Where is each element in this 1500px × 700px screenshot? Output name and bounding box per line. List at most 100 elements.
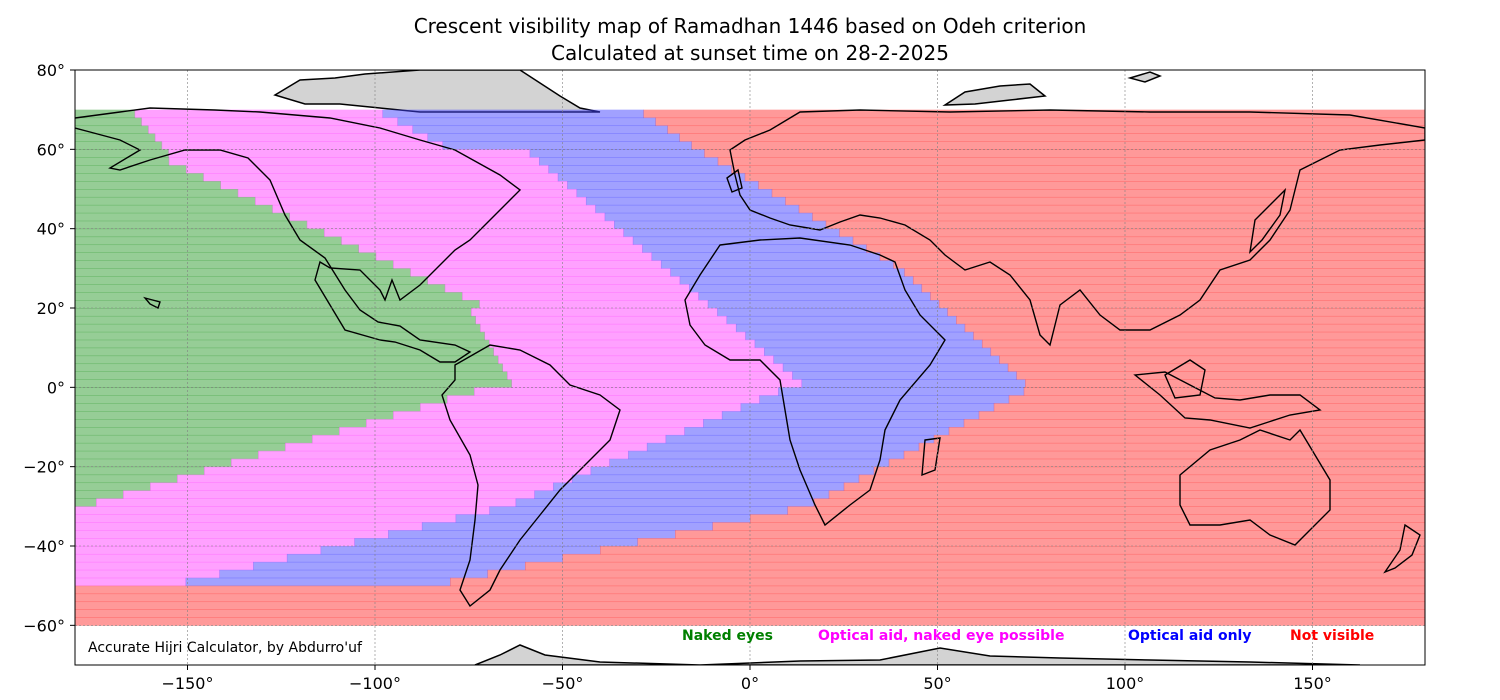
zone-not-visible — [712, 522, 1425, 531]
zone-naked-eyes — [75, 427, 340, 436]
zone-naked-eyes — [75, 339, 490, 349]
legend-optical-aid-only: Optical aid only — [1128, 628, 1251, 644]
zone-not-visible — [643, 109, 1425, 119]
zone-optical-aid-only — [792, 371, 1017, 380]
zone-naked-eyes — [75, 450, 259, 460]
zone-optical-aid-naked-eye-possible — [272, 204, 596, 214]
zone-naked-eyes — [75, 260, 394, 269]
new-zealand-outline — [1383, 523, 1421, 574]
zone-not-visible — [655, 117, 1425, 127]
zone-naked-eyes — [75, 474, 178, 484]
zone-optical-aid-only — [689, 284, 923, 293]
zone-naked-eyes — [75, 204, 273, 214]
zone-optical-aid-naked-eye-possible — [393, 411, 723, 420]
zone-not-visible — [888, 458, 1425, 468]
zone-not-visible — [75, 601, 1425, 610]
zone-not-visible — [956, 315, 1425, 325]
zone-naked-eyes — [75, 284, 446, 293]
zone-optical-aid-only — [557, 173, 746, 182]
zone-optical-aid-only — [382, 109, 644, 119]
zone-not-visible — [947, 308, 1425, 317]
zone-not-visible — [978, 411, 1425, 420]
zone-not-visible — [691, 141, 1425, 150]
zone-optical-aid-only — [253, 561, 526, 571]
zone-optical-aid-only — [421, 522, 713, 531]
y-tick-label: 80° — [37, 61, 65, 80]
y-tick-label: −40° — [23, 537, 65, 556]
zone-naked-eyes — [75, 276, 428, 285]
south-america-outline — [441, 344, 621, 608]
zone-optical-aid-naked-eye-possible — [237, 189, 578, 198]
zone-optical-aid-naked-eye-possible — [255, 196, 587, 206]
zone-optical-aid-naked-eye-possible — [75, 561, 254, 571]
zone-not-visible — [758, 181, 1425, 190]
zone-not-visible — [866, 244, 1425, 253]
zone-not-visible — [75, 593, 1425, 603]
zone-not-visible — [75, 617, 1425, 626]
zone-optical-aid-only — [754, 339, 983, 349]
zone-naked-eyes — [75, 498, 97, 507]
zone-not-visible — [933, 434, 1425, 444]
zone-optical-aid-naked-eye-possible — [220, 181, 568, 190]
zone-not-visible — [1016, 371, 1425, 380]
zone-optical-aid-naked-eye-possible — [204, 466, 592, 476]
zone-naked-eyes — [75, 331, 485, 341]
zone-optical-aid-only — [571, 474, 860, 484]
zone-not-visible — [873, 466, 1425, 476]
zone-optical-aid-only — [642, 244, 867, 253]
zone-naked-eyes — [75, 347, 494, 357]
zone-optical-aid-only — [665, 434, 935, 444]
zone-optical-aid-only — [553, 482, 845, 491]
zone-naked-eyes — [75, 387, 475, 396]
zone-naked-eyes — [75, 181, 221, 190]
zone-naked-eyes — [75, 442, 286, 452]
zone-optical-aid-naked-eye-possible — [186, 165, 549, 174]
zone-optical-aid-naked-eye-possible — [427, 276, 681, 285]
zone-optical-aid-only — [646, 442, 920, 452]
zone-naked-eyes — [75, 482, 151, 491]
zone-naked-eyes — [75, 141, 163, 150]
southeast-asia-islands-outline — [1133, 371, 1322, 429]
zone-optical-aid-only — [576, 189, 773, 198]
zone-optical-aid-only — [632, 236, 854, 246]
zone-not-visible — [903, 450, 1425, 460]
zone-not-visible — [679, 133, 1425, 142]
zone-not-visible — [450, 577, 1425, 587]
zone-optical-aid-naked-eye-possible — [154, 133, 428, 142]
zone-optical-aid-only — [604, 212, 813, 222]
zone-naked-eyes — [75, 363, 503, 372]
zone-optical-aid-only — [515, 498, 815, 507]
zone-optical-aid-naked-eye-possible — [168, 157, 540, 166]
zone-naked-eyes — [75, 149, 169, 158]
japan-outline — [1248, 187, 1287, 255]
y-axis: 80° 60° 40° 20° 0° −20° −40° −60° — [23, 61, 75, 635]
zone-naked-eyes — [75, 165, 187, 174]
zone-not-visible — [963, 419, 1425, 428]
zone-optical-aid-naked-eye-possible — [75, 506, 490, 515]
zone-optical-aid-only — [782, 363, 1009, 372]
continent-outlines — [75, 107, 1425, 608]
zone-not-visible — [999, 355, 1425, 365]
zone-not-visible — [843, 482, 1425, 491]
zone-optical-aid-naked-eye-possible — [489, 339, 756, 349]
zone-not-visible — [930, 292, 1425, 301]
zone-optical-aid-only — [670, 268, 905, 277]
zone-optical-aid-only — [539, 157, 719, 166]
zone-naked-eyes — [75, 220, 308, 230]
zone-not-visible — [893, 260, 1425, 269]
zone-naked-eyes — [75, 419, 367, 428]
zone-optical-aid-naked-eye-possible — [161, 141, 443, 150]
y-tick-label: 0° — [47, 378, 65, 397]
x-tick-label: 0° — [741, 674, 759, 693]
zone-optical-aid-only — [778, 387, 1025, 396]
zone-optical-aid-only — [703, 419, 965, 428]
zone-optical-aid-only — [735, 323, 966, 333]
zone-naked-eyes — [75, 395, 448, 404]
zone-not-visible — [744, 173, 1425, 182]
legend-optical-aid-naked-eye-possible: Optical aid, naked eye possible — [818, 628, 1064, 644]
zone-optical-aid-naked-eye-possible — [75, 546, 322, 555]
zone-naked-eyes — [75, 189, 239, 198]
zone-optical-aid-naked-eye-possible — [75, 577, 187, 587]
x-tick-label: 150° — [1293, 674, 1332, 693]
gridlines — [75, 70, 1425, 665]
